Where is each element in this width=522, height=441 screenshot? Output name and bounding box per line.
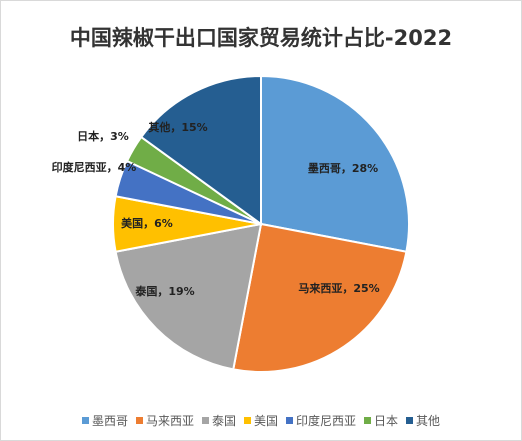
legend-swatch	[406, 417, 414, 424]
slice-data-label: 马来西亚，25%	[298, 281, 379, 295]
legend-swatch	[364, 417, 372, 424]
legend-swatch	[81, 417, 89, 424]
legend-label: 美国	[253, 414, 278, 428]
legend-label: 印度尼西亚	[296, 414, 357, 428]
legend-label: 泰国	[211, 414, 236, 428]
legend-label: 其他	[416, 414, 441, 428]
chart-title: 中国辣椒干出口国家贸易统计占比-2022	[69, 26, 453, 50]
legend-item: 印度尼西亚	[286, 412, 356, 429]
legend-swatch	[201, 417, 209, 424]
legend-item: 其他	[406, 412, 440, 429]
legend-item: 泰国	[201, 412, 236, 429]
legend-item: 日本	[364, 412, 398, 429]
pie-slice	[139, 74, 262, 226]
slice-data-label: 泰国，19%	[134, 284, 194, 298]
pie-slice	[232, 222, 408, 373]
legend-label: 马来西亚	[145, 414, 194, 428]
slice-data-label: 日本，3%	[77, 129, 129, 143]
legend-swatch	[243, 417, 251, 424]
pie-slice	[260, 74, 410, 253]
chart-legend: 墨西哥 马来西亚 泰国 美国 印度尼西亚 日本 其他	[0, 412, 522, 429]
legend-label: 日本	[374, 414, 399, 428]
slice-data-label: 其他，15%	[148, 120, 207, 134]
legend-item: 马来西亚	[135, 412, 194, 429]
legend-swatch	[135, 417, 143, 424]
legend-swatch	[286, 417, 293, 424]
legend-item: 墨西哥	[81, 412, 128, 429]
slice-data-label: 印度尼西亚，4%	[52, 160, 137, 174]
pie-slice	[114, 222, 263, 371]
slice-data-label: 美国，6%	[121, 216, 173, 230]
slice-data-label: 墨西哥，28%	[308, 162, 378, 175]
legend-item: 美国	[243, 412, 278, 429]
legend-label: 墨西哥	[91, 414, 128, 428]
